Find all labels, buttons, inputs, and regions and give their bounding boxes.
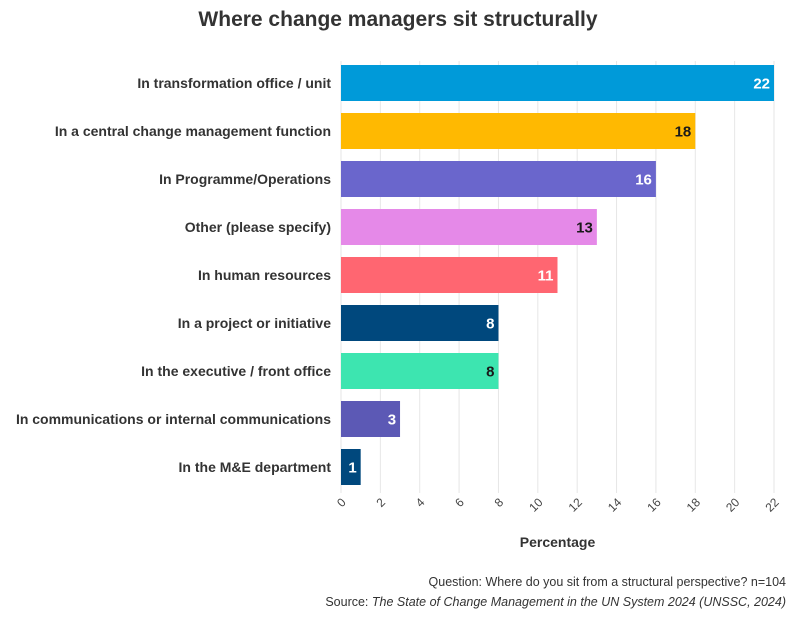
- bar-value-label: 11: [538, 268, 554, 285]
- x-tick-label: 4: [413, 495, 428, 510]
- bar-value-label: 8: [486, 364, 494, 381]
- bar: [341, 209, 597, 245]
- bar: [341, 113, 696, 149]
- x-tick-label: 8: [492, 495, 507, 510]
- category-label: In communications or internal communicat…: [16, 411, 331, 427]
- x-tick-label: 18: [684, 495, 704, 515]
- x-axis-ticks: 0 2 4 6 8 10 12 14 16 18 20 22: [334, 495, 782, 515]
- bar-value-label: 18: [675, 124, 692, 141]
- bar: [341, 353, 499, 389]
- source-title: The State of Change Management in the UN…: [371, 595, 786, 609]
- source-note: Source: The State of Change Management i…: [325, 595, 786, 609]
- category-label: In Programme/Operations: [159, 171, 331, 187]
- x-tick-label: 2: [374, 495, 389, 510]
- category-label: In the M&E department: [179, 459, 332, 475]
- x-tick-label: 10: [526, 495, 546, 515]
- x-tick-label: 0: [334, 495, 349, 510]
- x-tick-label: 14: [605, 495, 625, 515]
- bar-value-label: 3: [388, 412, 396, 429]
- bar: [341, 305, 499, 341]
- bar-value-label: 8: [486, 316, 494, 333]
- category-labels: In transformation office / unit In a cent…: [16, 75, 331, 475]
- question-note: Question: Where do you sit from a struct…: [428, 575, 786, 589]
- bar: [341, 161, 656, 197]
- bar-value-label: 13: [576, 220, 593, 237]
- category-label: In human resources: [198, 267, 331, 283]
- x-tick-label: 6: [452, 495, 467, 510]
- chart-title: Where change managers sit structurally: [198, 8, 598, 31]
- x-tick-label: 12: [566, 495, 586, 515]
- bars: 22 18 16 13 11 8 8 3 1: [341, 65, 774, 485]
- category-label: In the executive / front office: [141, 363, 331, 379]
- x-tick-label: 16: [644, 495, 664, 515]
- category-label: In a project or initiative: [178, 315, 331, 331]
- source-prefix: Source:: [325, 595, 372, 609]
- bar: [341, 401, 401, 437]
- category-label: In a central change management function: [55, 123, 331, 139]
- bar-value-label: 16: [635, 172, 652, 189]
- category-label: Other (please specify): [185, 219, 331, 235]
- category-label: In transformation office / unit: [137, 75, 331, 91]
- x-axis-title: Percentage: [520, 534, 596, 550]
- x-tick-label: 22: [762, 495, 782, 515]
- bar-value-label: 1: [348, 460, 356, 477]
- bar: [341, 257, 558, 293]
- bar: [341, 449, 361, 485]
- x-tick-label: 20: [723, 495, 743, 515]
- bar-value-label: 22: [753, 76, 770, 93]
- bar: [341, 65, 774, 101]
